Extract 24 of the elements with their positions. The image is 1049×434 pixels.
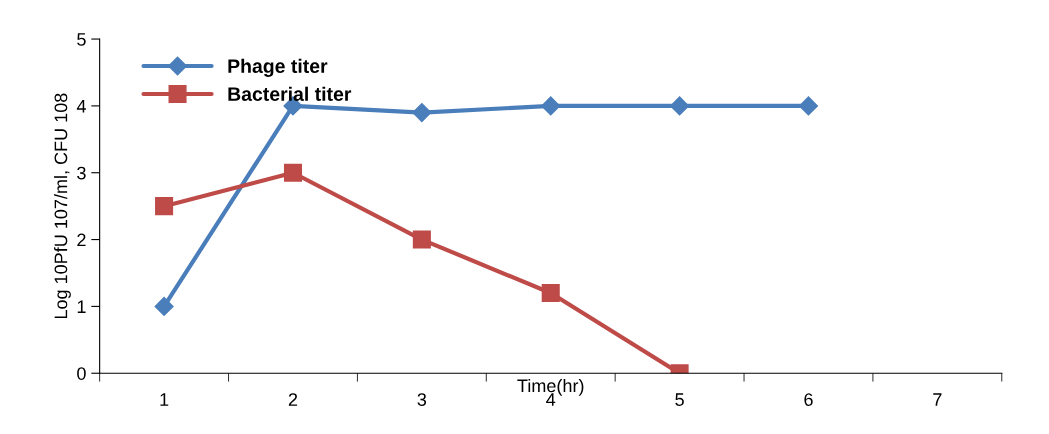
x-tick-label: 2 [288, 393, 298, 406]
point [155, 197, 174, 216]
point [541, 284, 560, 303]
point [412, 230, 431, 249]
y-tick-label: 0 [77, 367, 86, 380]
y-tick-label: 4 [76, 100, 86, 113]
y-tick-label: 2 [77, 233, 86, 247]
y-tick-label: 1 [77, 300, 86, 313]
y-tick-label: 3 [77, 166, 86, 180]
y-axis-title: Log 10PfU 107/ml, CFU 108 [54, 93, 71, 319]
x-tick-label: 5 [675, 393, 684, 406]
y-tick-label: 5 [77, 33, 86, 46]
legend-label: Bacterial titer [228, 86, 352, 101]
point [412, 103, 432, 123]
x-tick-label: 7 [933, 393, 942, 406]
point [154, 296, 174, 316]
point [670, 96, 690, 116]
point [541, 96, 561, 116]
x-tick-label: 3 [417, 393, 427, 406]
point [798, 96, 819, 116]
x-tick-label: 1 [160, 393, 169, 406]
x-tick-label: 6 [804, 393, 813, 406]
legend-label: Phage titer [228, 58, 328, 77]
point [283, 163, 302, 182]
